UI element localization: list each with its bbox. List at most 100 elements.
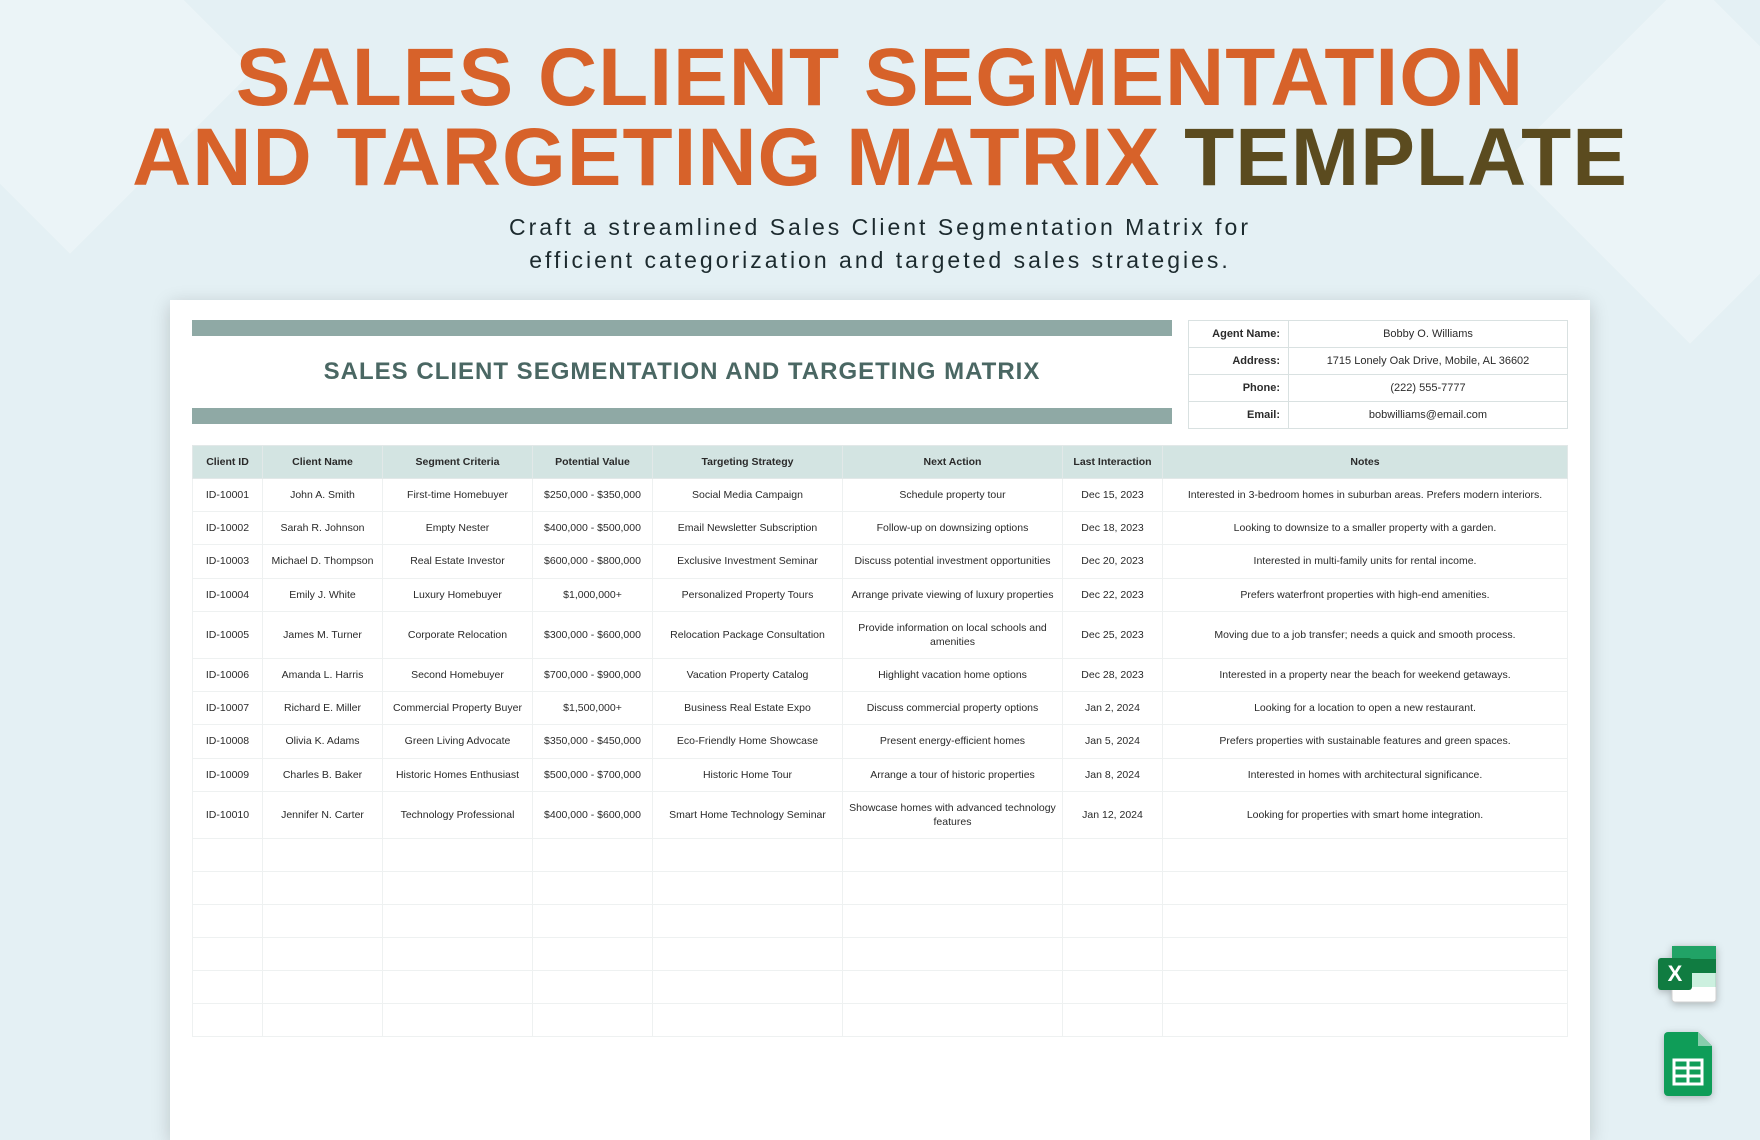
cell-date: Jan 12, 2024	[1063, 791, 1163, 838]
cell-empty	[653, 938, 843, 971]
cell-id: ID-10008	[193, 725, 263, 758]
cell-action: Provide information on local schools and…	[843, 611, 1063, 658]
cell-empty	[263, 905, 383, 938]
cell-empty	[383, 872, 533, 905]
cell-empty	[1063, 905, 1163, 938]
cell-seg: Second Homebuyer	[383, 659, 533, 692]
cell-empty	[653, 905, 843, 938]
cell-empty	[383, 839, 533, 872]
cell-empty	[383, 971, 533, 1004]
format-icons: X	[1652, 938, 1724, 1098]
cell-strat: Eco-Friendly Home Showcase	[653, 725, 843, 758]
cell-action: Schedule property tour	[843, 479, 1063, 512]
cell-val: $600,000 - $800,000	[533, 545, 653, 578]
cell-val: $1,000,000+	[533, 578, 653, 611]
cell-id: ID-10006	[193, 659, 263, 692]
table-row: ID-10006Amanda L. HarrisSecond Homebuyer…	[193, 659, 1568, 692]
cell-strat: Personalized Property Tours	[653, 578, 843, 611]
cell-seg: Green Living Advocate	[383, 725, 533, 758]
cell-val: $250,000 - $350,000	[533, 479, 653, 512]
cell-date: Dec 15, 2023	[1063, 479, 1163, 512]
agent-phone-label: Phone:	[1189, 375, 1289, 401]
cell-id: ID-10009	[193, 758, 263, 791]
cell-empty	[383, 938, 533, 971]
cell-empty	[1163, 872, 1568, 905]
cell-date: Dec 20, 2023	[1063, 545, 1163, 578]
cell-empty	[1163, 905, 1568, 938]
cell-id: ID-10001	[193, 479, 263, 512]
cell-empty	[263, 938, 383, 971]
table-row: ID-10002Sarah R. JohnsonEmpty Nester$400…	[193, 512, 1568, 545]
col-client-id: Client ID	[193, 446, 263, 479]
cell-id: ID-10003	[193, 545, 263, 578]
cell-strat: Exclusive Investment Seminar	[653, 545, 843, 578]
col-segment: Segment Criteria	[383, 446, 533, 479]
cell-name: James M. Turner	[263, 611, 383, 658]
cell-val: $700,000 - $900,000	[533, 659, 653, 692]
cell-empty	[263, 839, 383, 872]
cell-empty	[1063, 872, 1163, 905]
excel-icon: X	[1652, 938, 1724, 1010]
table-row-empty	[193, 872, 1568, 905]
spreadsheet-page: SALES CLIENT SEGMENTATION AND TARGETING …	[170, 300, 1590, 1140]
cell-id: ID-10002	[193, 512, 263, 545]
cell-empty	[1063, 1004, 1163, 1037]
hero-line1: SALES CLIENT SEGMENTATION	[236, 32, 1524, 123]
cell-notes: Prefers properties with sustainable feat…	[1163, 725, 1568, 758]
cell-notes: Moving due to a job transfer; needs a qu…	[1163, 611, 1568, 658]
cell-empty	[193, 1004, 263, 1037]
cell-name: Amanda L. Harris	[263, 659, 383, 692]
cell-date: Jan 8, 2024	[1063, 758, 1163, 791]
cell-val: $350,000 - $450,000	[533, 725, 653, 758]
table-row: ID-10007Richard E. MillerCommercial Prop…	[193, 692, 1568, 725]
table-header-row: Client ID Client Name Segment Criteria P…	[193, 446, 1568, 479]
col-notes: Notes	[1163, 446, 1568, 479]
cell-name: Sarah R. Johnson	[263, 512, 383, 545]
cell-notes: Interested in multi-family units for ren…	[1163, 545, 1568, 578]
cell-seg: Real Estate Investor	[383, 545, 533, 578]
table-row: ID-10008Olivia K. AdamsGreen Living Advo…	[193, 725, 1568, 758]
table-row: ID-10001John A. SmithFirst-time Homebuye…	[193, 479, 1568, 512]
cell-date: Dec 28, 2023	[1063, 659, 1163, 692]
agent-phone-value: (222) 555-7777	[1289, 375, 1567, 401]
sheets-icon	[1652, 1026, 1724, 1098]
cell-id: ID-10007	[193, 692, 263, 725]
cell-seg: Empty Nester	[383, 512, 533, 545]
agent-email-value: bobwilliams@email.com	[1289, 402, 1567, 428]
agent-address-value: 1715 Lonely Oak Drive, Mobile, AL 36602	[1289, 348, 1567, 374]
cell-notes: Looking for a location to open a new res…	[1163, 692, 1568, 725]
col-last-interaction: Last Interaction	[1063, 446, 1163, 479]
col-next-action: Next Action	[843, 446, 1063, 479]
cell-id: ID-10010	[193, 791, 263, 838]
cell-empty	[1063, 938, 1163, 971]
cell-action: Arrange a tour of historic properties	[843, 758, 1063, 791]
cell-name: Olivia K. Adams	[263, 725, 383, 758]
cell-action: Present energy-efficient homes	[843, 725, 1063, 758]
svg-text:X: X	[1668, 961, 1683, 986]
agent-address-label: Address:	[1189, 348, 1289, 374]
cell-notes: Interested in homes with architectural s…	[1163, 758, 1568, 791]
cell-empty	[843, 971, 1063, 1004]
cell-empty	[193, 971, 263, 1004]
cell-val: $300,000 - $600,000	[533, 611, 653, 658]
cell-strat: Vacation Property Catalog	[653, 659, 843, 692]
cell-empty	[653, 839, 843, 872]
cell-empty	[843, 938, 1063, 971]
cell-action: Showcase homes with advanced technology …	[843, 791, 1063, 838]
segmentation-table: Client ID Client Name Segment Criteria P…	[192, 445, 1568, 1037]
cell-empty	[263, 971, 383, 1004]
col-strategy: Targeting Strategy	[653, 446, 843, 479]
cell-notes: Prefers waterfront properties with high-…	[1163, 578, 1568, 611]
col-potential-value: Potential Value	[533, 446, 653, 479]
cell-empty	[533, 938, 653, 971]
cell-seg: Corporate Relocation	[383, 611, 533, 658]
cell-empty	[843, 905, 1063, 938]
cell-empty	[653, 872, 843, 905]
cell-action: Highlight vacation home options	[843, 659, 1063, 692]
cell-empty	[1163, 1004, 1568, 1037]
cell-empty	[653, 1004, 843, 1037]
cell-empty	[843, 1004, 1063, 1037]
cell-empty	[533, 872, 653, 905]
cell-seg: Historic Homes Enthusiast	[383, 758, 533, 791]
cell-date: Jan 5, 2024	[1063, 725, 1163, 758]
